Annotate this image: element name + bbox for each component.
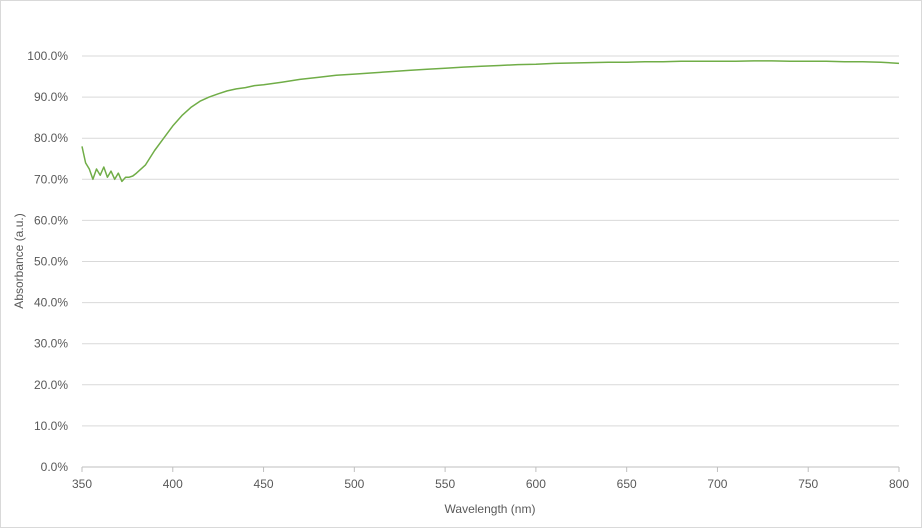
y-tick-label: 30.0% (34, 337, 68, 351)
y-axis: 0.0% 10.0% 20.0% 30.0% 40.0% 50.0% 60.0% 70.0% 8… (27, 49, 68, 474)
y-tick-label: 20.0% (34, 378, 68, 392)
y-tick-label: 0.0% (41, 460, 69, 474)
y-axis-title: Absorbance (a.u.) (12, 213, 26, 308)
x-axis: 350 400 450 500 550 600 650 700 750 800 (72, 467, 909, 491)
x-tick-label: 500 (344, 477, 364, 491)
y-tick-label: 100.0% (27, 49, 68, 63)
x-tick-label: 350 (72, 477, 92, 491)
y-tick-label: 80.0% (34, 131, 68, 145)
x-tick-label: 400 (163, 477, 183, 491)
series-line-1 (81, 60, 900, 183)
y-tick-label: 70.0% (34, 172, 68, 186)
y-tick-label: 60.0% (34, 213, 68, 227)
x-tick-label: 700 (707, 477, 727, 491)
y-tick-label: 90.0% (34, 90, 68, 104)
x-tick-label: 600 (526, 477, 546, 491)
gridlines (82, 55, 899, 468)
y-tick-label: 10.0% (34, 419, 68, 433)
x-tick-label: 750 (798, 477, 818, 491)
y-tick-label: 40.0% (34, 296, 68, 310)
x-tick-label: 450 (254, 477, 274, 491)
x-tick-label: 800 (889, 477, 909, 491)
series-group (81, 60, 900, 183)
x-tick-label: 550 (435, 477, 455, 491)
y-tick-label: 50.0% (34, 255, 68, 269)
x-tick-label: 650 (617, 477, 637, 491)
x-axis-title: Wavelength (nm) (445, 502, 536, 516)
